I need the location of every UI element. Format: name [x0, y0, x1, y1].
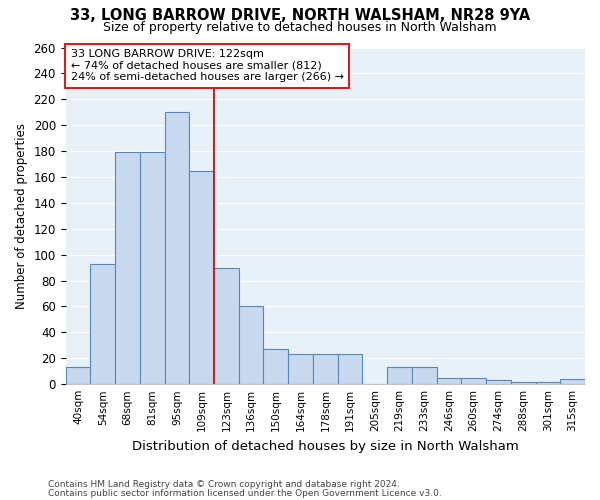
Bar: [560, 379, 585, 384]
Text: 33 LONG BARROW DRIVE: 122sqm
← 74% of detached houses are smaller (812)
24% of s: 33 LONG BARROW DRIVE: 122sqm ← 74% of de…: [71, 49, 344, 82]
Bar: [387, 368, 412, 384]
Bar: [140, 152, 164, 384]
Text: 33, LONG BARROW DRIVE, NORTH WALSHAM, NR28 9YA: 33, LONG BARROW DRIVE, NORTH WALSHAM, NR…: [70, 8, 530, 22]
Text: Contains HM Land Registry data © Crown copyright and database right 2024.: Contains HM Land Registry data © Crown c…: [48, 480, 400, 489]
Bar: [288, 354, 313, 384]
Bar: [65, 368, 91, 384]
Bar: [115, 152, 140, 384]
X-axis label: Distribution of detached houses by size in North Walsham: Distribution of detached houses by size …: [132, 440, 519, 452]
Bar: [239, 306, 263, 384]
Bar: [214, 268, 239, 384]
Text: Size of property relative to detached houses in North Walsham: Size of property relative to detached ho…: [103, 21, 497, 34]
Bar: [190, 170, 214, 384]
Bar: [486, 380, 511, 384]
Y-axis label: Number of detached properties: Number of detached properties: [15, 123, 28, 309]
Bar: [511, 382, 536, 384]
Bar: [164, 112, 190, 384]
Text: Contains public sector information licensed under the Open Government Licence v3: Contains public sector information licen…: [48, 488, 442, 498]
Bar: [313, 354, 338, 384]
Bar: [338, 354, 362, 384]
Bar: [412, 368, 437, 384]
Bar: [91, 264, 115, 384]
Bar: [536, 382, 560, 384]
Bar: [437, 378, 461, 384]
Bar: [461, 378, 486, 384]
Bar: [263, 349, 288, 384]
